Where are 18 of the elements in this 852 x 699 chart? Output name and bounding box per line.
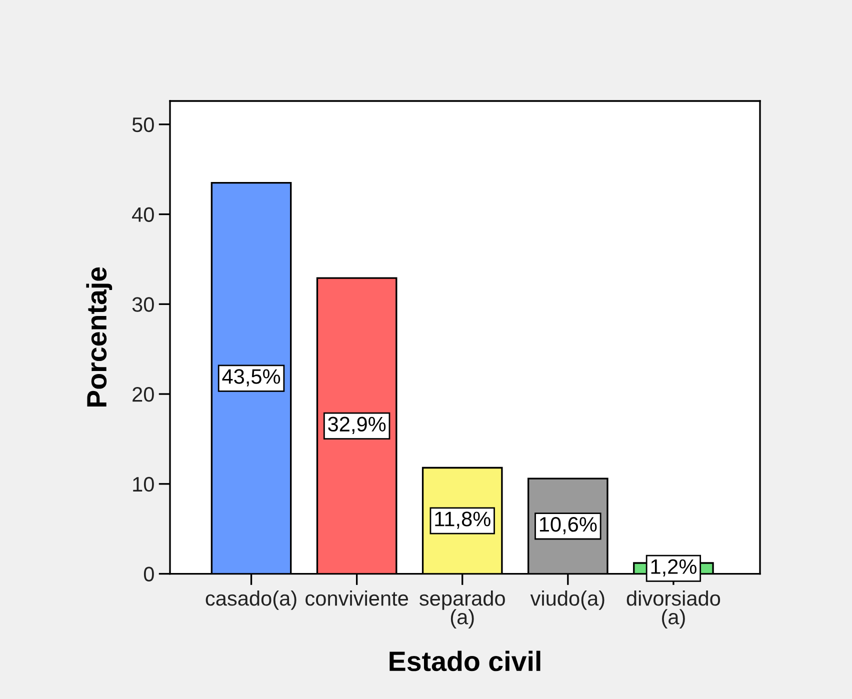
y-axis-title: Porcentaje [86, 267, 112, 407]
x-tick-label: casado(a) [206, 590, 296, 610]
data-label: 32,9% [328, 416, 386, 434]
data-label: 43,5% [222, 369, 280, 386]
x-axis-title: Estado civil [390, 650, 540, 672]
x-tick-label: separado (a) [420, 590, 505, 629]
x-tick-label: conviviente [306, 590, 408, 606]
x-tick-label: divorsiado (a) [626, 590, 720, 629]
data-label: 10,6% [540, 517, 597, 534]
y-tick-label: 30 [132, 297, 154, 312]
y-tick-label: 0 [144, 566, 154, 582]
y-tick-label: 20 [132, 387, 154, 402]
data-label: 1,2% [651, 559, 696, 576]
y-tick-label: 40 [132, 207, 154, 222]
y-tick-label: 50 [132, 117, 154, 132]
data-label: 11,8% [435, 512, 490, 529]
y-tick-label: 10 [133, 476, 154, 492]
x-tick-label: viudo(a) [530, 590, 604, 610]
